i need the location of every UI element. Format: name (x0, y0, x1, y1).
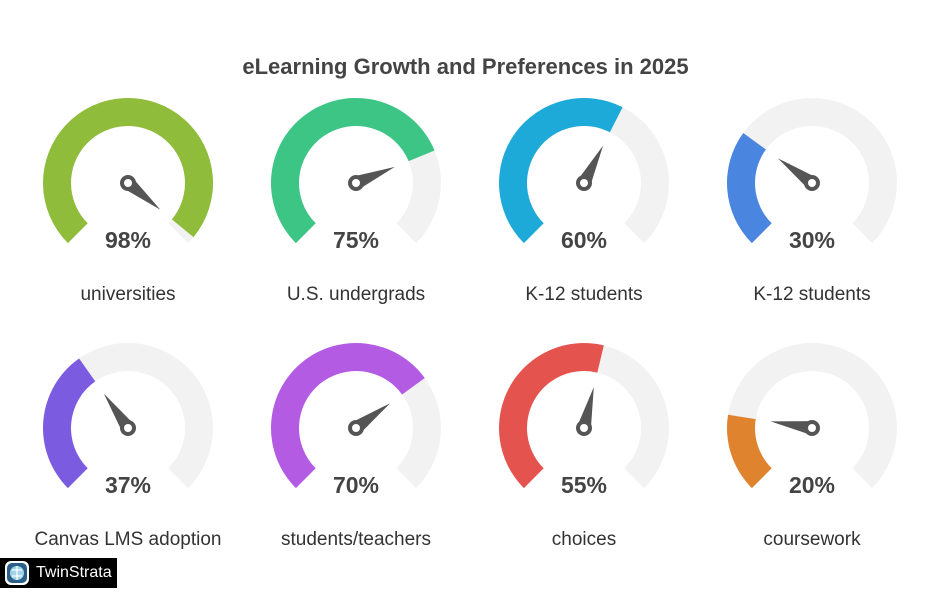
gauge-value-arc (270, 342, 425, 489)
needle-pivot-dot (580, 424, 588, 432)
gauge-value-arc (42, 98, 213, 244)
gauge: 20% coursework (727, 342, 897, 550)
gauge: 75% U.S. undergrads (271, 97, 441, 305)
gauge-category-label: universities (80, 284, 175, 305)
gauge-category-label: U.S. undergrads (287, 284, 425, 305)
gauge: 60% K-12 students (499, 97, 669, 305)
gauge-value-label: 30% (789, 227, 835, 253)
gauge: 37% Canvas LMS adoption (35, 342, 222, 550)
network-logo-icon (5, 561, 29, 585)
gauge-value-arc (726, 133, 772, 244)
gauge-needle (770, 421, 814, 435)
gauge-category-label: students/teachers (281, 529, 431, 550)
gauge: 30% K-12 students (726, 98, 897, 305)
needle-pivot-dot (124, 424, 132, 432)
needle-pivot-dot (352, 424, 360, 432)
gauge-category-label: coursework (763, 529, 861, 550)
needle-pivot-dot (124, 179, 132, 187)
gauge-category-label: K-12 students (753, 284, 870, 305)
gauge-value-arc (727, 414, 772, 489)
gauge-category-label: Canvas LMS adoption (35, 529, 222, 550)
gauge-value-arc (271, 97, 435, 244)
gauge-value-label: 70% (333, 472, 379, 498)
gauge-value-label: 37% (105, 472, 151, 498)
gauge: 70% students/teachers (270, 342, 441, 550)
gauge-value-label: 75% (333, 227, 379, 253)
gauge-value-label: 20% (789, 472, 835, 498)
gauge: 55% choices (499, 342, 669, 550)
gauge-value-arc (499, 97, 623, 244)
gauge-value-arc (43, 358, 96, 489)
gauge-category-label: choices (552, 529, 616, 550)
gauge-value-label: 55% (561, 472, 607, 498)
gauge-value-arc (499, 343, 604, 489)
needle-pivot-dot (580, 179, 588, 187)
gauge-category-label: K-12 students (525, 284, 642, 305)
logo-text: TwinStrata (36, 564, 112, 581)
twinstrata-logo: TwinStrata (0, 558, 117, 588)
gauge-needle (577, 387, 594, 430)
needle-pivot-dot (352, 179, 360, 187)
gauge-value-label: 98% (105, 227, 151, 253)
needle-pivot-dot (808, 424, 816, 432)
gauge-track (727, 342, 897, 489)
chart-title: eLearning Growth and Preferences in 2025 (242, 54, 689, 79)
gauge: 98% universities (42, 98, 214, 305)
gauge-track (727, 98, 897, 244)
gauge-value-label: 60% (561, 227, 607, 253)
needle-pivot-dot (808, 179, 816, 187)
